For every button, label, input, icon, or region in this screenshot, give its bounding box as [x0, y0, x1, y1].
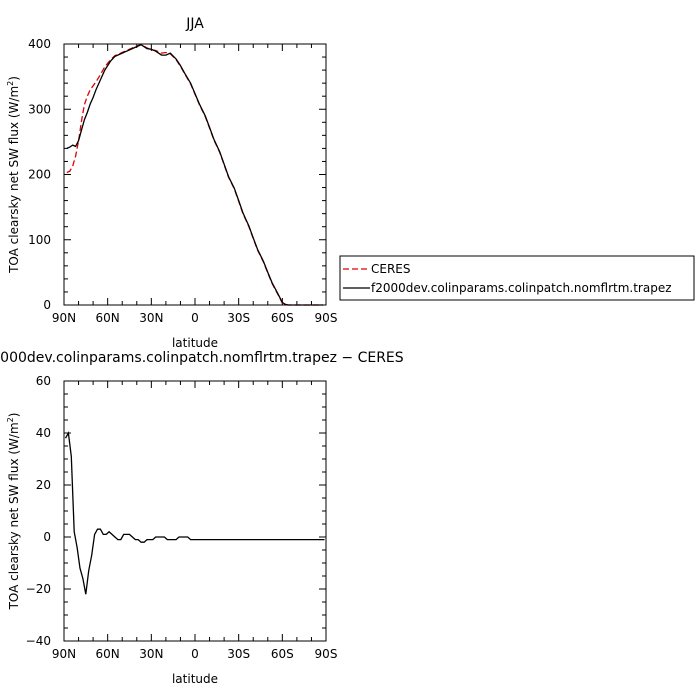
x-tick-label: 30S	[227, 647, 250, 661]
x-tick-label: 90N	[52, 311, 76, 325]
y-tick-label: −40	[26, 634, 51, 648]
x-tick-label: 0	[191, 647, 199, 661]
series-line-difference	[64, 430, 325, 595]
y-tick-label: 300	[28, 102, 51, 116]
y-axis-label: TOA clearsky net SW flux (W/m2)	[6, 76, 21, 274]
y-tick-label: 0	[43, 298, 51, 312]
x-tick-label: 30N	[139, 647, 163, 661]
x-tick-label: 30N	[139, 311, 163, 325]
y-tick-label: 60	[36, 374, 51, 388]
y-axis-label: TOA clearsky net SW flux (W/m2)	[6, 413, 21, 611]
plot-frame	[63, 380, 327, 642]
series-line-f2000dev-colinparams	[66, 43, 324, 306]
y-tick-label: 400	[28, 37, 51, 51]
y-axis-label-text: TOA clearsky net SW flux (W/m	[7, 422, 21, 610]
legend-label: f2000dev.colinparams.colinpatch.nomflrtm…	[371, 281, 672, 295]
y-axis-label-text: TOA clearsky net SW flux (W/m	[7, 86, 21, 274]
x-tick-label: 90S	[315, 647, 338, 661]
x-tick-label: 90N	[52, 647, 76, 661]
y-axis-label-superscript: 2	[6, 417, 15, 422]
x-tick-label: 60N	[96, 647, 120, 661]
legend-label: CERES	[371, 262, 411, 276]
y-tick-label: 0	[43, 530, 51, 544]
chart-title: JJA	[185, 16, 204, 32]
x-tick-label: 60N	[96, 311, 120, 325]
legend: CERES f2000dev.colinparams.colinpatch.nom…	[339, 255, 695, 301]
chart-panel-1: JJA 90N 60N 30N 0 30S 60S 90S 0 100 200 300 400 latit…	[6, 16, 695, 350]
y-axis-label-close: )	[7, 413, 21, 418]
x-axis-label: latitude	[172, 336, 218, 350]
y-axis-label-superscript: 2	[6, 81, 15, 86]
x-tick-label: 60S	[271, 647, 294, 661]
x-tick-label: 60S	[271, 311, 294, 325]
legend-box	[339, 255, 695, 301]
y-tick-label: 100	[28, 233, 51, 247]
chart-title: f2000dev.colinparams.colinpatch.nomflrtm…	[0, 350, 404, 366]
x-axis-label: latitude	[172, 672, 218, 686]
x-tick-label: 30S	[227, 311, 250, 325]
chart-panel-2: f2000dev.colinparams.colinpatch.nomflrtm…	[0, 350, 404, 686]
y-tick-label: 200	[28, 168, 51, 182]
y-tick-label: −20	[26, 582, 51, 596]
x-tick-label: 90S	[315, 311, 338, 325]
y-axis-label-close: )	[7, 76, 21, 81]
y-tick-label: 20	[36, 478, 51, 492]
y-tick-label: 40	[36, 426, 51, 440]
series-line-ceres	[66, 43, 324, 306]
plot-frame	[63, 43, 327, 306]
x-tick-label: 0	[191, 311, 199, 325]
